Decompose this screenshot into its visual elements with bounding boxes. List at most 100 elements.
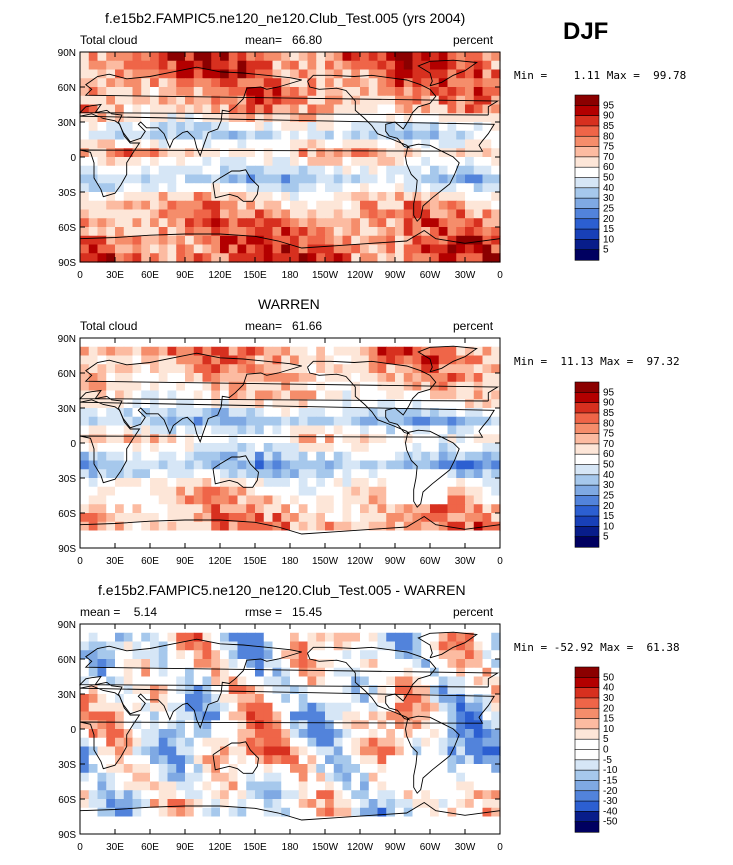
field-cell [421,338,431,348]
field-cell [368,52,379,62]
field-cell [141,460,151,470]
field-cell [325,346,335,357]
field-cell [141,624,151,634]
field-cell [80,460,90,470]
field-cell [333,244,344,254]
field-cell [237,720,247,730]
field-cell [482,253,492,263]
field-cell [412,737,422,748]
field-cell [360,157,370,167]
field-cell [185,157,195,167]
field-cell [158,60,169,71]
field-cell [202,825,212,835]
field-cell [80,139,90,149]
field-cell [167,227,177,237]
field-cell [272,338,282,348]
field-cell [456,408,466,418]
field-cell [447,390,457,400]
field-cell [473,148,484,158]
field-cell [158,729,169,739]
field-cell [360,504,370,514]
field-cell [106,676,116,686]
field-cell [185,346,195,357]
lon-tick-label: 90E [176,842,194,853]
field-cell [228,737,239,748]
field-cell [167,174,177,184]
field-cell [325,183,335,193]
field-cell [421,711,431,721]
field-cell [456,694,466,704]
lon-tick-label: 60E [141,842,159,853]
panel-3-mean-label: mean = 5.14 [80,605,158,619]
field-cell [351,78,361,88]
field-cell [473,244,484,254]
field-cell [325,495,335,505]
field-cell [412,218,422,228]
field-cell [465,416,475,427]
field-cell [115,539,125,549]
field-cell [80,408,90,418]
field-cell [403,790,414,800]
field-cell [465,781,475,791]
field-cell [351,825,361,835]
field-cell [447,650,457,660]
field-cell [202,685,212,695]
field-cell [237,122,247,132]
field-cell [386,469,396,479]
field-cell [325,816,335,826]
colorbar-label: 5 [603,734,609,745]
field-cell [395,200,405,211]
field-cell [342,183,352,193]
field-cell [473,113,484,123]
colorbar-label: 40 [603,683,615,694]
field-cell [158,104,169,114]
field-cell [368,720,379,730]
field-cell [430,364,440,374]
field-cell [342,78,352,88]
field-cell [298,183,309,193]
field-cell [106,95,116,106]
field-cell [298,165,309,176]
field-cell [360,139,370,149]
field-cell [386,764,396,774]
field-cell [491,416,501,427]
field-cell [255,200,265,211]
field-cell [193,399,204,409]
field-cell [465,676,475,686]
field-cell [150,139,160,149]
panel-3-minmax: Min = -52.92 Max = 61.38 [514,641,680,654]
field-cell [386,78,396,88]
field-cell [430,460,440,470]
field-cell [368,408,379,418]
field-cell [246,95,256,106]
field-cell [80,253,90,263]
field-cell [246,799,256,809]
field-cell [141,667,151,678]
field-cell [430,165,440,176]
field-cell [465,632,475,643]
field-cell [106,338,116,348]
field-cell [491,253,501,263]
field-cell [132,69,142,79]
field-cell [351,69,361,79]
field-cell [272,416,282,427]
field-cell [307,200,317,211]
field-cell [395,346,405,357]
field-cell [281,244,291,254]
field-cell [377,157,387,167]
field-cell [456,729,466,739]
coastline [79,685,496,770]
field-cell [377,807,387,818]
field-cell [290,244,300,254]
field-cell [403,729,414,739]
field-cell [97,69,107,79]
field-cell [412,755,422,765]
field-cell [211,539,221,549]
field-cell [97,799,107,809]
colorbar-swatch [574,728,600,740]
field-cell [272,355,282,365]
field-cell [360,209,370,219]
field-cell [237,399,247,409]
field-cell [447,104,457,114]
field-cell [421,209,431,219]
